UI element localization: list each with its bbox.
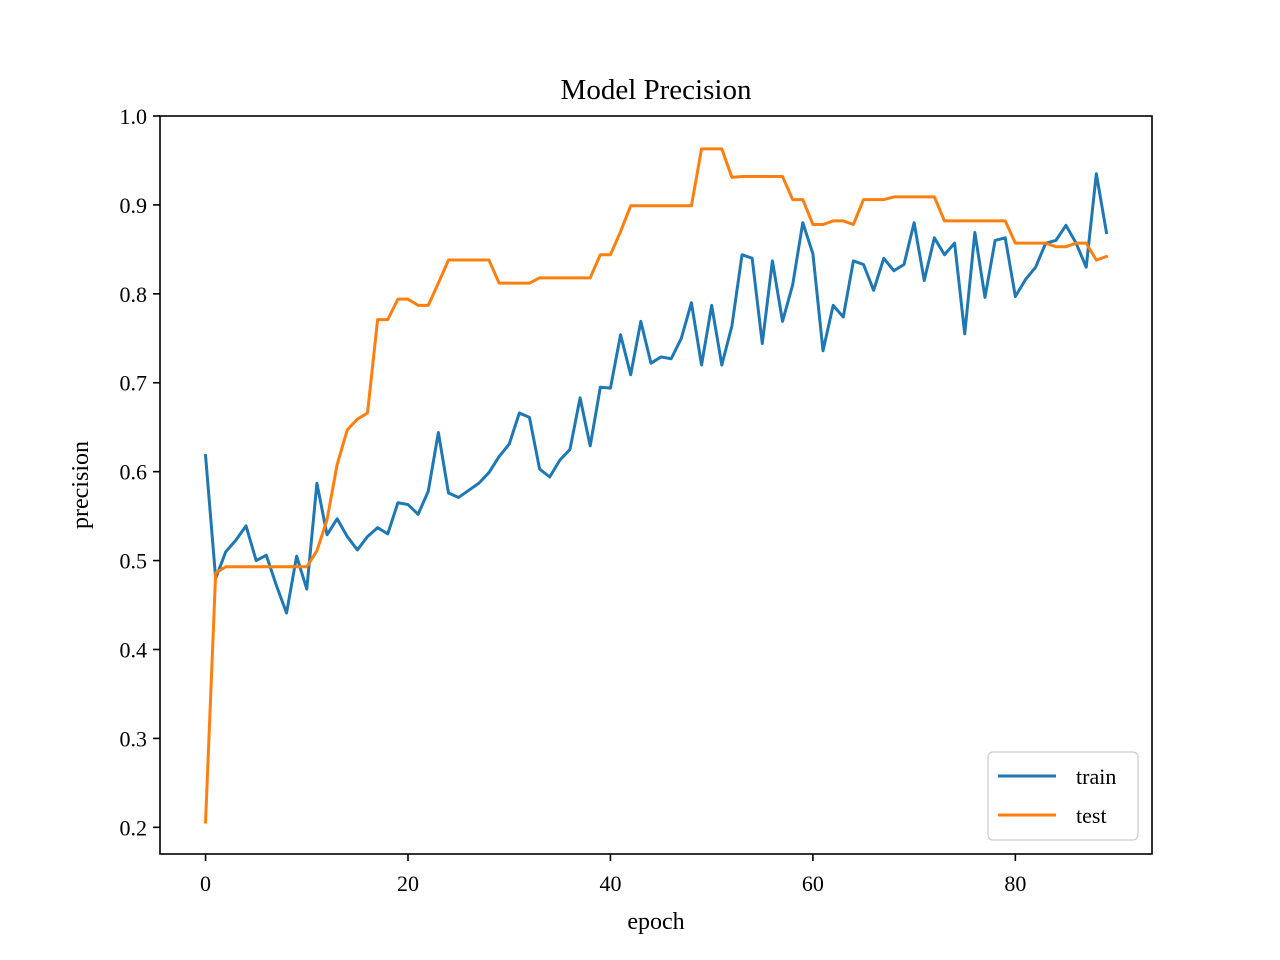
x-tick-label: 40 <box>599 871 621 896</box>
y-axis: 0.2 0.3 0.4 0.5 0.6 0.7 0.8 0.9 1.0 <box>120 104 160 840</box>
x-axis-label: epoch <box>627 909 684 935</box>
legend: train test <box>987 751 1139 841</box>
x-tick-label: 0 <box>200 871 211 896</box>
y-tick-label: 0.6 <box>120 460 148 485</box>
y-tick-label: 1.0 <box>120 104 148 129</box>
series-line-test <box>203 147 1109 824</box>
y-tick-label: 0.3 <box>120 726 148 751</box>
y-axis-label: precision <box>68 441 94 529</box>
series-layer <box>203 147 1109 824</box>
y-tick-label: 0.8 <box>120 282 148 307</box>
x-tick-label: 20 <box>397 871 419 896</box>
x-tick-label: 80 <box>1004 871 1026 896</box>
chart-title: Model Precision <box>561 74 752 106</box>
x-tick-label: 60 <box>802 871 824 896</box>
legend-label-train: train <box>1076 764 1116 789</box>
y-tick-label: 0.2 <box>120 815 148 840</box>
series-line-train <box>203 172 1109 615</box>
legend-label-test: test <box>1076 803 1107 828</box>
x-axis: 0 20 40 60 80 <box>200 854 1026 896</box>
y-tick-label: 0.4 <box>120 637 148 662</box>
y-tick-label: 0.9 <box>120 193 148 218</box>
y-tick-label: 0.7 <box>120 371 148 396</box>
legend-box <box>987 751 1139 841</box>
y-tick-label: 0.5 <box>120 549 148 574</box>
plot-frame <box>159 115 1153 855</box>
